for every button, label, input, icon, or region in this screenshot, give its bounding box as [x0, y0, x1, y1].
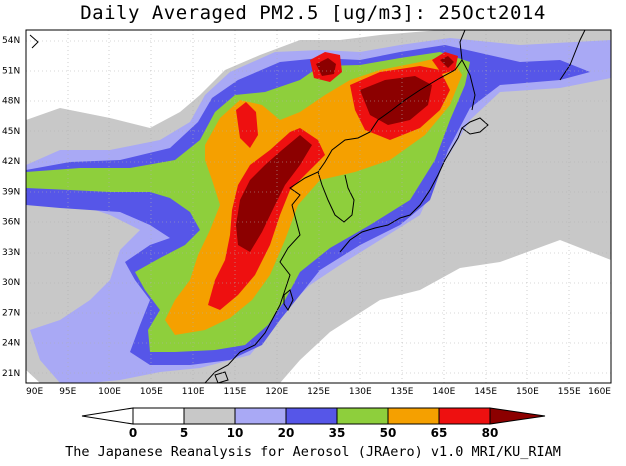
coastline-china: [204, 30, 466, 383]
colorbar-swatch-10-20: [234, 407, 287, 425]
lat-label-27n: 27N: [2, 308, 20, 318]
colorbar-arrow-high: [489, 407, 546, 425]
colorbar-label-80: 80: [482, 426, 499, 440]
lon-label-100e: 100E: [98, 387, 121, 397]
lat-label-54n: 54N: [2, 36, 20, 46]
coastline-hainan: [214, 371, 229, 383]
colorbar-label-50: 50: [380, 426, 397, 440]
lon-label-145e: 145E: [474, 387, 497, 397]
lon-label-135e: 135E: [391, 387, 414, 397]
concentration-field: [26, 30, 611, 383]
band-65-80-n1: [236, 102, 258, 148]
coastline-sakhalin: [461, 59, 476, 111]
colorbar-swatch-5-10: [183, 407, 236, 425]
lon-label-90e: 90E: [26, 387, 43, 397]
lat-label-33n: 33N: [2, 248, 20, 258]
lon-label-140e: 140E: [432, 387, 455, 397]
colorbar-swatch-20-35: [285, 407, 338, 425]
band-80-plus-ne: [360, 76, 432, 125]
lon-label-110e: 110E: [182, 387, 205, 397]
lon-label-155e: 155E: [558, 387, 581, 397]
coastline-japan: [339, 127, 463, 253]
lon-label-130e: 130E: [349, 387, 372, 397]
lat-label-30n: 30N: [2, 278, 20, 288]
band-80-plus-n2: [316, 58, 336, 76]
colorbar-label-0: 0: [129, 426, 137, 440]
coastline-kamchatka: [559, 30, 586, 81]
colorbar-label-10: 10: [227, 426, 244, 440]
colorbar-label-65: 65: [431, 426, 448, 440]
colorbar: 0 5 10 20 35 50 65 80: [81, 407, 546, 440]
lat-label-24n: 24N: [2, 339, 20, 349]
lat-label-48n: 48N: [2, 97, 20, 107]
map-title: Daily Averaged PM2.5 [ug/m3]: 25Oct2014: [80, 2, 546, 24]
lat-label-45n: 45N: [2, 127, 20, 137]
longitude-labels: 90E 95E 100E 105E 110E 115E 120E 125E 130E 135E 14…: [26, 387, 611, 397]
lon-label-105e: 105E: [140, 387, 163, 397]
coastline-taiwan: [283, 289, 294, 311]
colorbar-swatch-65-80: [438, 407, 491, 425]
lon-label-115e: 115E: [223, 387, 246, 397]
colorbar-label-20: 20: [278, 426, 295, 440]
colorbar-swatch-0-5: [132, 407, 185, 425]
gridlines: [26, 30, 611, 383]
lon-label-120e: 120E: [265, 387, 288, 397]
colorbar-swatch-35-50: [336, 407, 389, 425]
colorbar-label-5: 5: [180, 426, 188, 440]
coastlines: [29, 30, 586, 383]
lat-label-42n: 42N: [2, 157, 20, 167]
band-80-plus-n3: [440, 56, 454, 68]
lat-label-51n: 51N: [2, 66, 20, 76]
lon-label-95e: 95E: [59, 387, 76, 397]
lon-label-160e: 160E: [588, 387, 611, 397]
colorbar-arrow-low: [81, 407, 134, 425]
colorbar-swatch-50-65: [387, 407, 440, 425]
lat-label-21n: 21N: [2, 369, 20, 379]
latitude-labels: 54N 51N 48N 45N 42N 39N 36N 33N 30N 27N 24N 21N: [2, 36, 20, 379]
colorbar-label-35: 35: [329, 426, 346, 440]
lon-label-125e: 125E: [307, 387, 330, 397]
plot-frame: [25, 29, 612, 384]
band-80-plus: [236, 135, 312, 252]
attribution-footer: The Japanese Reanalysis for Aerosol (JRA…: [65, 444, 561, 460]
lat-label-39n: 39N: [2, 187, 20, 197]
lon-label-150e: 150E: [516, 387, 539, 397]
coastline-bay: [29, 34, 39, 49]
coastline-hokkaido: [461, 117, 489, 135]
lat-label-36n: 36N: [2, 218, 20, 228]
